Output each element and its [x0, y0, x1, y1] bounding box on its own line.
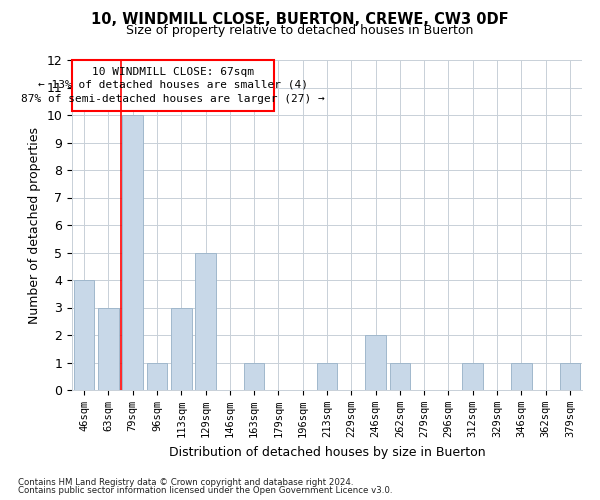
- Bar: [74, 280, 94, 390]
- Bar: [195, 252, 216, 390]
- Text: 10, WINDMILL CLOSE, BUERTON, CREWE, CW3 0DF: 10, WINDMILL CLOSE, BUERTON, CREWE, CW3 …: [91, 12, 509, 28]
- FancyBboxPatch shape: [72, 60, 274, 111]
- Text: 87% of semi-detached houses are larger (27) →: 87% of semi-detached houses are larger (…: [21, 94, 325, 104]
- Bar: [244, 362, 265, 390]
- Text: Size of property relative to detached houses in Buerton: Size of property relative to detached ho…: [127, 24, 473, 37]
- Bar: [171, 308, 191, 390]
- Bar: [122, 115, 143, 390]
- Bar: [560, 362, 580, 390]
- Bar: [389, 362, 410, 390]
- Bar: [511, 362, 532, 390]
- X-axis label: Distribution of detached houses by size in Buerton: Distribution of detached houses by size …: [169, 446, 485, 458]
- Bar: [463, 362, 483, 390]
- Y-axis label: Number of detached properties: Number of detached properties: [28, 126, 41, 324]
- Text: 10 WINDMILL CLOSE: 67sqm: 10 WINDMILL CLOSE: 67sqm: [92, 68, 254, 78]
- Bar: [365, 335, 386, 390]
- Text: Contains HM Land Registry data © Crown copyright and database right 2024.: Contains HM Land Registry data © Crown c…: [18, 478, 353, 487]
- Bar: [317, 362, 337, 390]
- Text: Contains public sector information licensed under the Open Government Licence v3: Contains public sector information licen…: [18, 486, 392, 495]
- Text: ← 13% of detached houses are smaller (4): ← 13% of detached houses are smaller (4): [38, 80, 308, 90]
- Bar: [146, 362, 167, 390]
- Bar: [98, 308, 119, 390]
